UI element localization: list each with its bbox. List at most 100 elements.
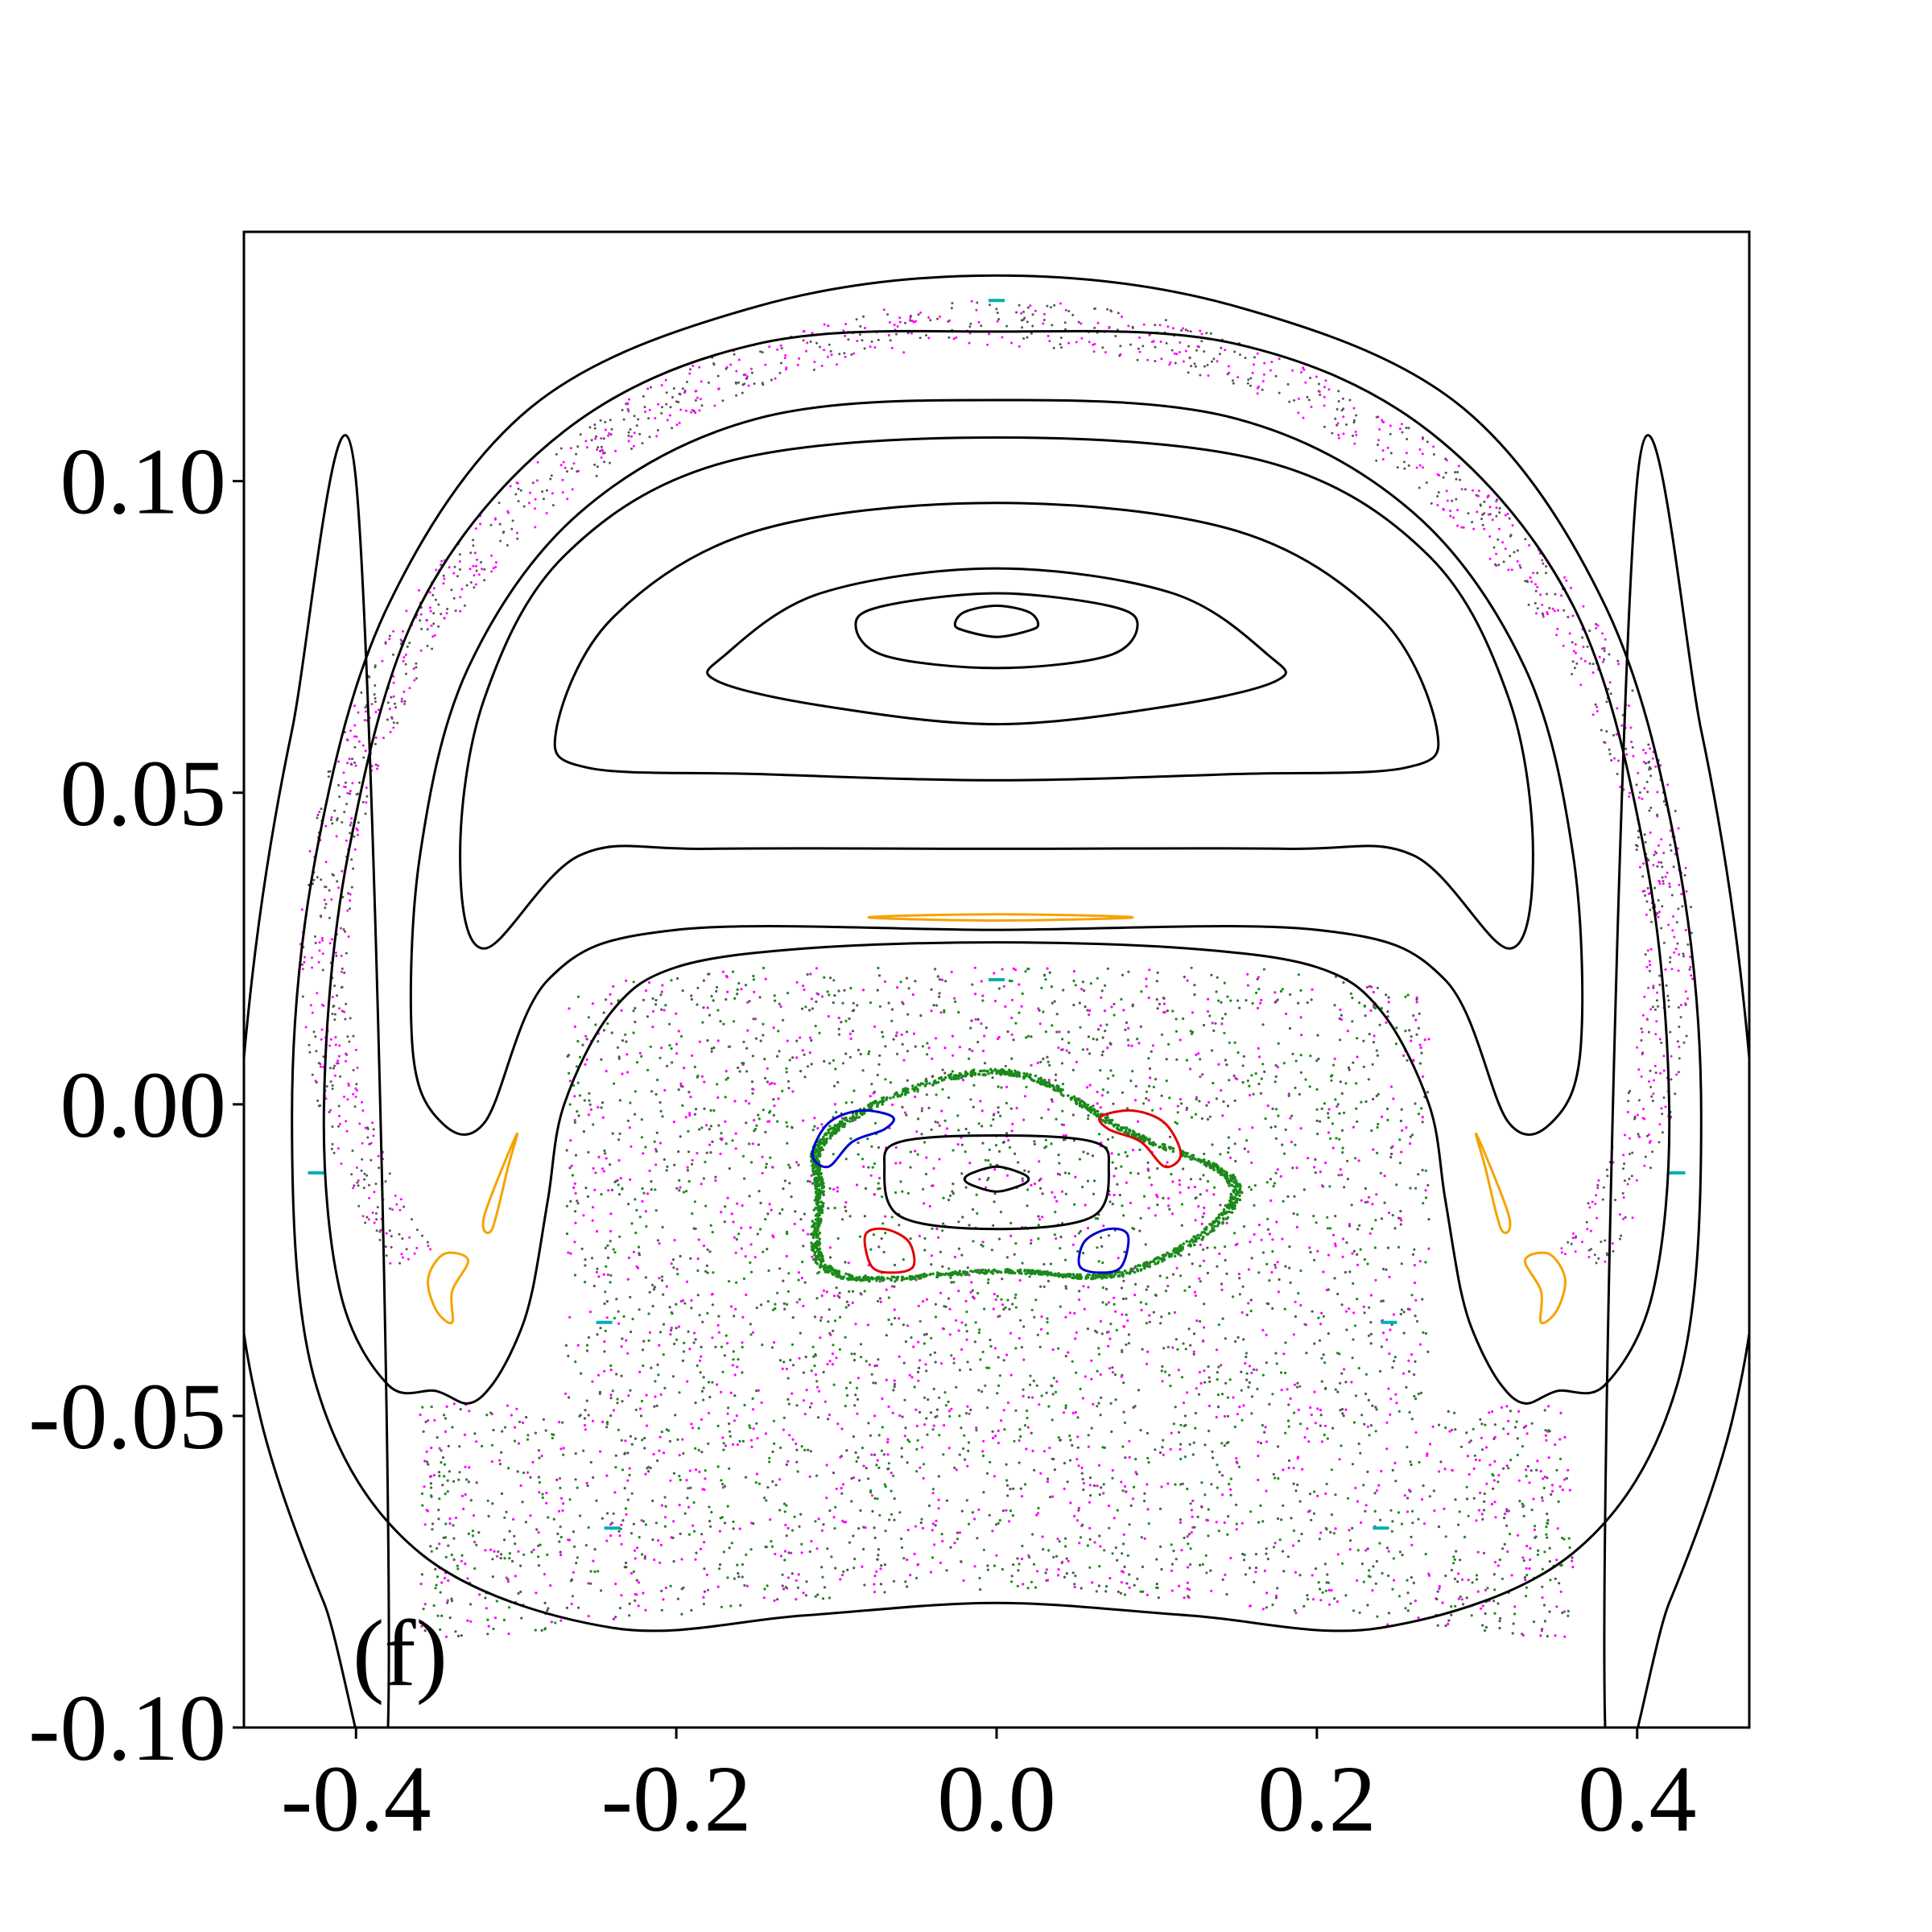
sea-point [796, 1470, 799, 1473]
sea-point [733, 1100, 737, 1103]
sea-point [876, 1497, 879, 1501]
ring-point [1310, 406, 1313, 408]
sea-point [587, 1582, 590, 1585]
sea-point [1287, 1425, 1290, 1428]
ring-point [859, 333, 861, 336]
sea-point [583, 1423, 587, 1427]
sea-point [1224, 1059, 1227, 1062]
sea-point [1005, 1509, 1008, 1512]
sea-point [890, 1323, 894, 1326]
sea-point [662, 1353, 665, 1356]
sea-point [702, 1245, 706, 1248]
sea-point [1286, 1419, 1290, 1422]
sea-point [867, 1422, 870, 1425]
ring-point [472, 564, 475, 568]
sea-point [694, 1402, 697, 1405]
ring-point [426, 644, 429, 647]
sea-point [1505, 1405, 1509, 1408]
sea-point [1459, 1445, 1463, 1448]
sea-point [866, 1323, 869, 1327]
sea-point [1198, 1371, 1201, 1374]
sea-point [762, 1034, 765, 1037]
sea-point [1175, 1122, 1179, 1125]
sea-point [588, 1103, 592, 1106]
sea-point [916, 1153, 919, 1156]
sea-point [716, 1009, 720, 1012]
sea-point [1220, 1364, 1223, 1367]
sea-point [592, 1123, 595, 1126]
sea-point [1375, 1049, 1378, 1052]
sea-point [491, 1502, 494, 1505]
sea-point [1352, 1609, 1356, 1612]
ring-point [1669, 844, 1672, 847]
sea-point [771, 1166, 774, 1169]
ring-point [1233, 350, 1236, 353]
sea-point [629, 1435, 633, 1438]
sea-point [1208, 1380, 1212, 1383]
sea-point [460, 1494, 464, 1497]
ring-point [764, 363, 767, 366]
ring-point [1645, 913, 1648, 916]
sea-point [620, 1594, 623, 1597]
sea-point [638, 1407, 642, 1410]
sea-point [1356, 1055, 1359, 1059]
sea-point [441, 1484, 444, 1487]
sea-point [1060, 1062, 1064, 1065]
ring-point [440, 559, 444, 563]
sea-point [1154, 1294, 1158, 1297]
sea-point [603, 1369, 606, 1373]
sea-point [1158, 1002, 1162, 1005]
sea-point [1307, 1598, 1310, 1601]
sea-point [1235, 1528, 1238, 1531]
sea-point [1126, 1038, 1129, 1042]
sea-point [1399, 1119, 1402, 1123]
sea-point [881, 1030, 884, 1034]
sea-point [1025, 1036, 1028, 1039]
sea-point [1217, 1365, 1220, 1368]
sea-point [787, 1087, 791, 1090]
ring-point [386, 701, 390, 704]
sea-point [670, 1262, 673, 1265]
sea-point [1081, 1523, 1084, 1526]
sea-point [943, 1391, 947, 1394]
sea-point [768, 1460, 771, 1463]
ring-point [1018, 345, 1021, 348]
sea-point [1155, 997, 1158, 1001]
sea-point [944, 1404, 947, 1407]
sea-point [1206, 1271, 1209, 1275]
sea-point [582, 1449, 585, 1452]
sea-point [678, 1475, 681, 1478]
sea-point [727, 1045, 731, 1048]
sea-point [687, 1091, 691, 1094]
sea-point [1356, 1228, 1360, 1231]
sea-point [1087, 1117, 1090, 1121]
sea-point [709, 1125, 712, 1128]
sea-point [1496, 1480, 1500, 1484]
sea-point [947, 1096, 951, 1100]
sea-point [772, 1113, 775, 1117]
sea-point [724, 1096, 727, 1099]
sea-point [976, 1537, 979, 1540]
sea-point [832, 979, 836, 982]
sea-point [434, 1567, 437, 1571]
sea-point [949, 1546, 952, 1549]
sea-point [732, 1520, 735, 1523]
sea-point [1174, 1558, 1178, 1561]
sea-point [914, 1525, 917, 1528]
ring-point [1664, 968, 1667, 971]
sea-point [923, 1202, 926, 1205]
sea-point [932, 1387, 935, 1391]
sea-point [444, 1417, 448, 1420]
sea-point [644, 1472, 647, 1476]
sea-point [1134, 1458, 1137, 1461]
sea-point [1550, 1492, 1553, 1496]
sea-point [836, 1422, 840, 1426]
sea-point [603, 1350, 606, 1353]
sea-point [1057, 1046, 1060, 1050]
sea-point [537, 1449, 541, 1452]
sea-point [1383, 1201, 1386, 1204]
ring-point [1315, 375, 1318, 378]
sea-point [726, 1196, 729, 1199]
sea-point [923, 1423, 927, 1426]
sea-point [1413, 1373, 1416, 1377]
